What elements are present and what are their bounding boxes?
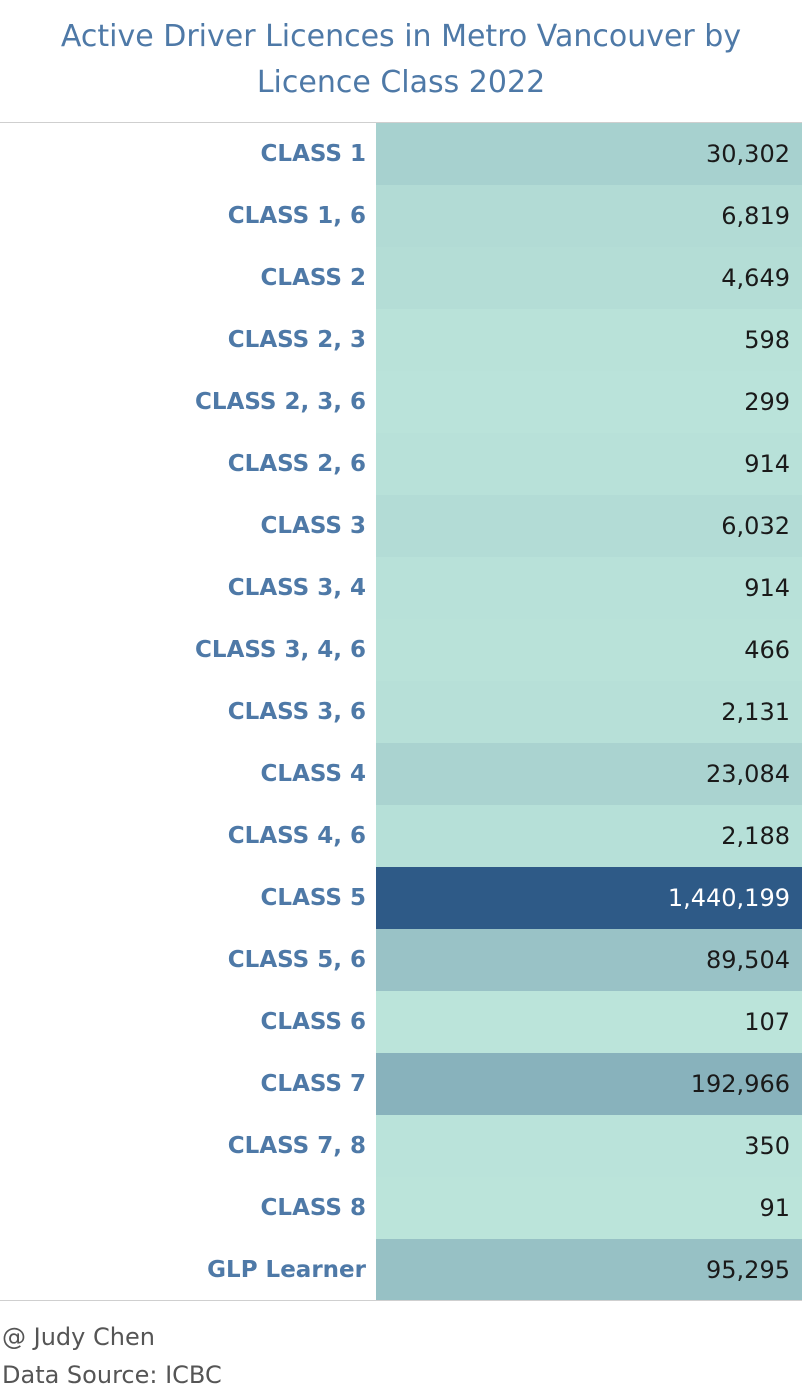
- table-row: CLASS 5, 6 89,504: [0, 929, 802, 991]
- value-cell: 466: [376, 619, 802, 681]
- value-label: 6,032: [721, 512, 790, 540]
- table-row: CLASS 2, 3, 6 299: [0, 371, 802, 433]
- value-cell: 30,302: [376, 123, 802, 185]
- value-cell: 107: [376, 991, 802, 1053]
- value-cell: 2,188: [376, 805, 802, 867]
- table-row: CLASS 8 91: [0, 1177, 802, 1239]
- value-label: 6,819: [721, 202, 790, 230]
- chart-title-line-2: Licence Class 2022: [256, 65, 546, 100]
- highlight-table: CLASS 1 30,302 CLASS 1, 6 6,819 CLASS 2 4,649…: [0, 123, 802, 1301]
- table-row: CLASS 2 4,649: [0, 247, 802, 309]
- value-cell: 598: [376, 309, 802, 371]
- value-label: 466: [744, 636, 790, 664]
- value-label: 23,084: [706, 760, 790, 788]
- value-label: 2,131: [721, 698, 790, 726]
- table-row: CLASS 5 1,440,199: [0, 867, 802, 929]
- row-label: CLASS 6: [260, 1009, 366, 1035]
- table-row: CLASS 3, 4 914: [0, 557, 802, 619]
- chart-title: Active Driver Licences in Metro Vancouve…: [0, 14, 802, 106]
- value-cell: 1,440,199: [376, 867, 802, 929]
- table-row: CLASS 2, 3 598: [0, 309, 802, 371]
- table-row: CLASS 2, 6 914: [0, 433, 802, 495]
- value-label: 914: [744, 450, 790, 478]
- row-label: CLASS 2, 6: [227, 451, 366, 477]
- value-label: 107: [744, 1008, 790, 1036]
- row-label: CLASS 3, 4, 6: [195, 637, 366, 663]
- data-source: Data Source: ICBC: [2, 1361, 222, 1389]
- value-cell: 6,819: [376, 185, 802, 247]
- value-cell: 914: [376, 557, 802, 619]
- row-label: CLASS 2: [260, 265, 366, 291]
- chart-title-line-1: Active Driver Licences in Metro Vancouve…: [60, 19, 742, 54]
- value-label: 89,504: [706, 946, 790, 974]
- value-label: 598: [744, 326, 790, 354]
- footer: @ Judy Chen Data Source: ICBC: [2, 1318, 222, 1394]
- value-cell: 95,295: [376, 1239, 802, 1301]
- top-divider: [0, 122, 802, 123]
- row-label: CLASS 3: [260, 513, 366, 539]
- table-row: CLASS 3, 4, 6 466: [0, 619, 802, 681]
- row-label: CLASS 4, 6: [227, 823, 366, 849]
- value-label: 299: [744, 388, 790, 416]
- row-label: CLASS 7: [260, 1071, 366, 1097]
- value-label: 2,188: [721, 822, 790, 850]
- row-label: CLASS 1: [260, 141, 366, 167]
- row-label: CLASS 2, 3, 6: [195, 389, 366, 415]
- row-label: CLASS 3, 4: [227, 575, 366, 601]
- value-cell: 89,504: [376, 929, 802, 991]
- row-label: CLASS 8: [260, 1195, 366, 1221]
- table-row: CLASS 3, 6 2,131: [0, 681, 802, 743]
- row-label: GLP Learner: [207, 1257, 366, 1283]
- value-cell: 192,966: [376, 1053, 802, 1115]
- value-cell: 6,032: [376, 495, 802, 557]
- row-label: CLASS 7, 8: [227, 1133, 366, 1159]
- row-label: CLASS 4: [260, 761, 366, 787]
- value-cell: 2,131: [376, 681, 802, 743]
- table-row: CLASS 4, 6 2,188: [0, 805, 802, 867]
- author-credit: @ Judy Chen: [2, 1323, 155, 1351]
- row-label: CLASS 1, 6: [227, 203, 366, 229]
- row-label: CLASS 3, 6: [227, 699, 366, 725]
- table-row: CLASS 1 30,302: [0, 123, 802, 185]
- value-label: 4,649: [721, 264, 790, 292]
- value-label: 95,295: [706, 1256, 790, 1284]
- value-cell: 350: [376, 1115, 802, 1177]
- value-cell: 299: [376, 371, 802, 433]
- value-label: 91: [759, 1194, 790, 1222]
- value-label: 350: [744, 1132, 790, 1160]
- table-row: CLASS 3 6,032: [0, 495, 802, 557]
- table-row: GLP Learner 95,295: [0, 1239, 802, 1301]
- table-row: CLASS 6 107: [0, 991, 802, 1053]
- table-row: CLASS 7 192,966: [0, 1053, 802, 1115]
- value-cell: 914: [376, 433, 802, 495]
- table-row: CLASS 4 23,084: [0, 743, 802, 805]
- value-label: 1,440,199: [667, 884, 790, 912]
- row-label: CLASS 5, 6: [227, 947, 366, 973]
- value-cell: 91: [376, 1177, 802, 1239]
- row-label: CLASS 2, 3: [227, 327, 366, 353]
- table-row: CLASS 7, 8 350: [0, 1115, 802, 1177]
- bottom-divider: [0, 1300, 802, 1301]
- value-label: 914: [744, 574, 790, 602]
- value-cell: 23,084: [376, 743, 802, 805]
- row-label: CLASS 5: [260, 885, 366, 911]
- value-label: 30,302: [706, 140, 790, 168]
- table-row: CLASS 1, 6 6,819: [0, 185, 802, 247]
- value-cell: 4,649: [376, 247, 802, 309]
- value-label: 192,966: [690, 1070, 790, 1098]
